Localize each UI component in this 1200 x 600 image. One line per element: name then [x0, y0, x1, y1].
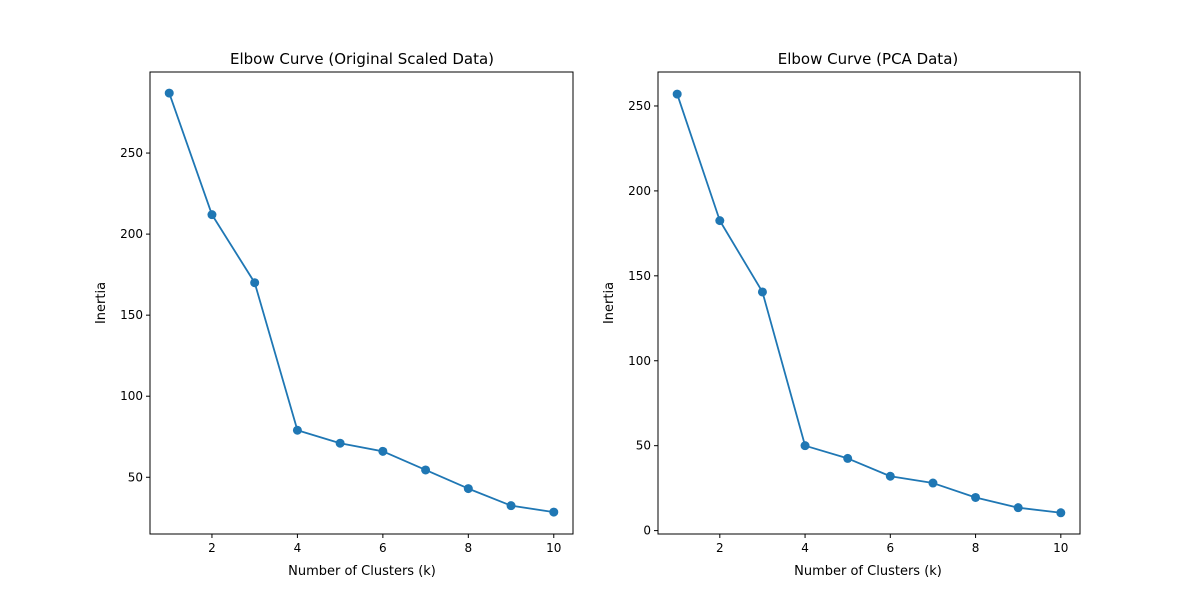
data-point	[292, 425, 302, 435]
data-point	[971, 492, 981, 502]
data-point	[549, 507, 559, 517]
y-tick-label: 100	[628, 354, 651, 368]
data-point	[207, 210, 217, 220]
data-point	[335, 438, 345, 448]
chart-title: Elbow Curve (Original Scaled Data)	[230, 50, 494, 68]
series	[672, 89, 1066, 518]
y-tick-label: 200	[628, 184, 651, 198]
x-axis-label: Number of Clusters (k)	[288, 564, 436, 579]
data-point	[1013, 503, 1023, 513]
y-tick-label: 0	[643, 524, 651, 538]
y-tick-label: 100	[120, 389, 143, 403]
x-tick-label: 8	[464, 541, 472, 555]
data-point	[1056, 508, 1066, 518]
y-tick-label: 250	[628, 99, 651, 113]
y-axis-label: Inertia	[94, 282, 109, 324]
data-point	[672, 89, 682, 99]
x-tick-label: 10	[1053, 541, 1068, 555]
x-tick-label: 8	[972, 541, 980, 555]
x-tick-label: 10	[546, 541, 561, 555]
data-point	[506, 501, 516, 511]
x-tick-label: 4	[294, 541, 302, 555]
x-axis-label: Number of Clusters (k)	[794, 564, 942, 579]
y-tick-label: 50	[128, 470, 143, 484]
data-point	[164, 88, 174, 98]
y-tick-label: 150	[120, 308, 143, 322]
x-tick-label: 6	[886, 541, 894, 555]
data-point	[715, 216, 725, 226]
data-point	[843, 453, 853, 463]
plot-area-frame	[149, 71, 574, 535]
x-tick-label: 2	[208, 541, 216, 555]
data-point	[463, 484, 473, 494]
plot-area-frame	[657, 71, 1081, 535]
chart-original-scaled: Elbow Curve (Original Scaled Data) 2 4 6 8 1…	[94, 50, 574, 579]
data-point	[885, 471, 895, 481]
y-axis: 0 50 100 150 200 250	[628, 99, 658, 538]
data-point	[378, 446, 388, 456]
series	[164, 88, 559, 517]
y-tick-label: 250	[120, 146, 143, 160]
data-point	[250, 278, 260, 288]
y-axis: 50 100 150 200 250	[120, 146, 150, 484]
chart-title: Elbow Curve (PCA Data)	[778, 50, 958, 68]
data-point	[928, 478, 938, 488]
data-point	[757, 287, 767, 297]
x-axis: 2 4 6 8 10	[208, 534, 561, 555]
x-tick-label: 2	[716, 541, 724, 555]
data-point	[800, 441, 810, 451]
series-line	[168, 92, 554, 514]
chart-pca: Elbow Curve (PCA Data) 2 4 6 8 10 0 50 100 150 2…	[602, 50, 1081, 579]
series-line	[676, 93, 1061, 514]
x-axis: 2 4 6 8 10	[716, 534, 1068, 555]
y-axis-label: Inertia	[602, 282, 617, 324]
y-tick-label: 50	[636, 439, 651, 453]
x-tick-label: 6	[379, 541, 387, 555]
data-point	[421, 465, 431, 475]
y-tick-label: 150	[628, 269, 651, 283]
x-tick-label: 4	[801, 541, 809, 555]
y-tick-label: 200	[120, 227, 143, 241]
